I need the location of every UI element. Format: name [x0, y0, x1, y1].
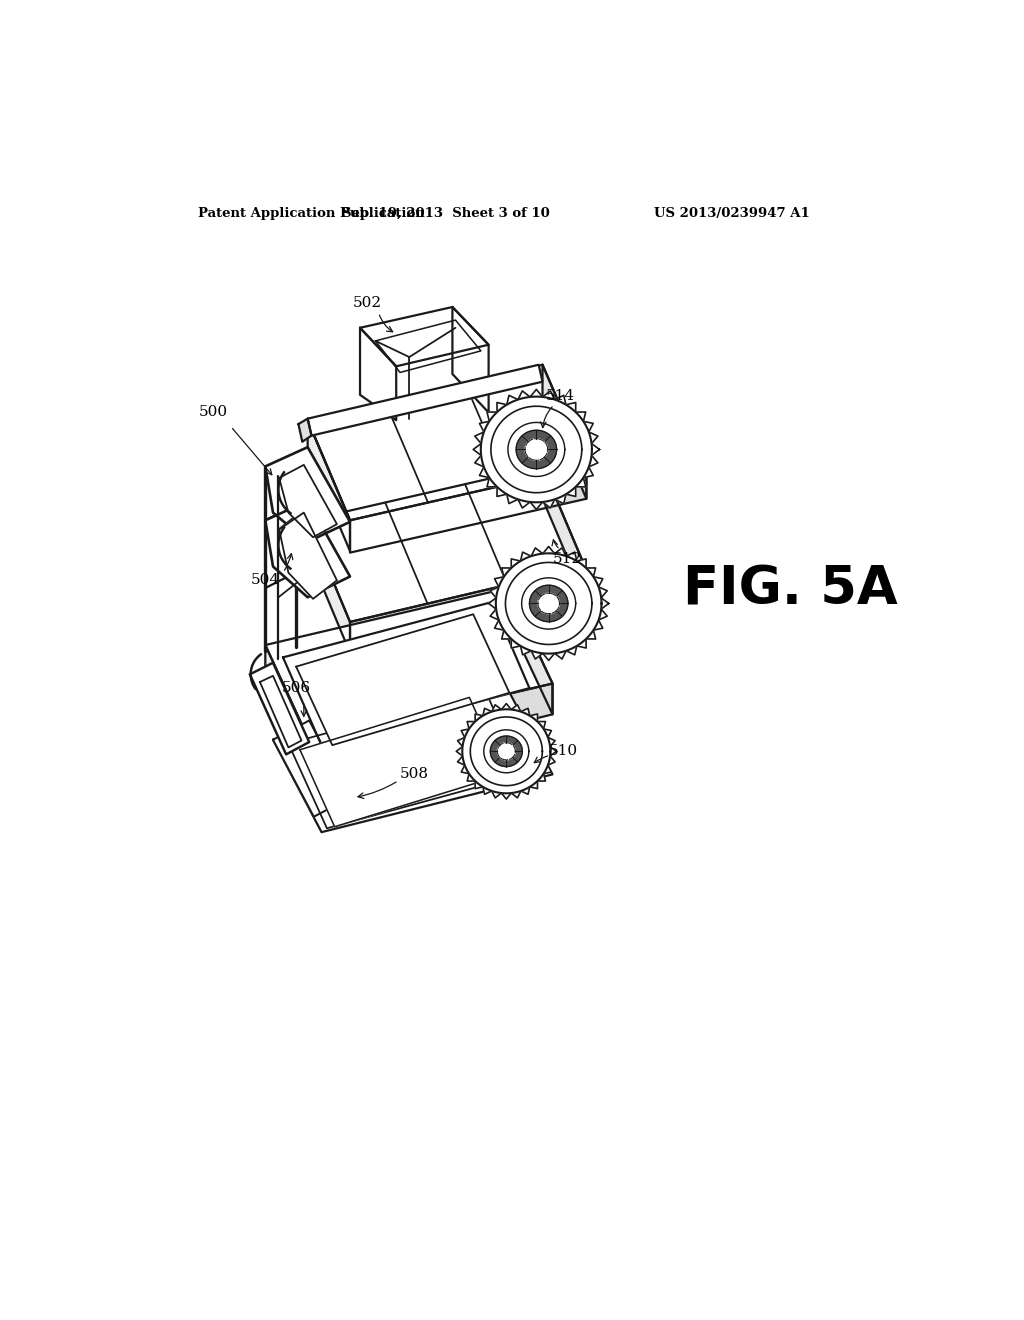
Polygon shape	[298, 418, 311, 442]
Polygon shape	[280, 465, 337, 537]
Polygon shape	[350, 566, 585, 655]
Polygon shape	[538, 593, 559, 614]
Polygon shape	[307, 420, 350, 552]
Polygon shape	[296, 614, 509, 744]
Polygon shape	[543, 466, 585, 599]
Text: Sep. 19, 2013  Sheet 3 of 10: Sep. 19, 2013 Sheet 3 of 10	[342, 207, 550, 220]
Text: 514: 514	[546, 388, 574, 403]
Polygon shape	[265, 645, 309, 775]
Polygon shape	[273, 721, 350, 817]
Text: 512: 512	[553, 552, 582, 566]
Polygon shape	[250, 663, 309, 755]
Polygon shape	[525, 438, 548, 461]
Polygon shape	[350, 466, 587, 553]
Polygon shape	[516, 430, 557, 469]
Polygon shape	[508, 589, 553, 714]
Polygon shape	[521, 578, 575, 630]
Polygon shape	[360, 327, 396, 420]
Text: 502: 502	[353, 296, 382, 310]
Polygon shape	[529, 585, 568, 622]
Polygon shape	[462, 709, 550, 793]
Polygon shape	[307, 466, 585, 622]
Text: 508: 508	[399, 767, 428, 781]
Polygon shape	[490, 737, 522, 767]
Text: US 2013/0239947 A1: US 2013/0239947 A1	[654, 207, 810, 220]
Polygon shape	[307, 520, 350, 653]
Text: FIG. 5A: FIG. 5A	[683, 564, 898, 615]
Polygon shape	[721, 704, 821, 799]
Polygon shape	[453, 308, 488, 412]
Polygon shape	[265, 502, 350, 598]
Polygon shape	[473, 389, 599, 510]
Polygon shape	[265, 589, 553, 741]
Polygon shape	[280, 512, 337, 599]
Polygon shape	[543, 364, 587, 499]
Polygon shape	[496, 553, 601, 653]
Text: 506: 506	[282, 681, 310, 696]
Text: Patent Application Publication: Patent Application Publication	[199, 207, 425, 220]
Polygon shape	[289, 689, 523, 829]
Polygon shape	[309, 684, 553, 775]
Polygon shape	[360, 308, 488, 367]
Polygon shape	[260, 676, 301, 747]
Polygon shape	[300, 697, 504, 826]
Text: 510: 510	[549, 744, 578, 758]
Polygon shape	[457, 704, 556, 799]
Polygon shape	[490, 407, 582, 492]
Polygon shape	[273, 682, 553, 832]
Polygon shape	[307, 364, 587, 520]
Polygon shape	[508, 422, 565, 477]
Polygon shape	[488, 546, 608, 660]
Polygon shape	[283, 602, 529, 743]
Text: 504: 504	[251, 573, 280, 587]
Polygon shape	[307, 364, 543, 436]
Text: 500: 500	[199, 405, 227, 420]
Polygon shape	[265, 447, 350, 543]
Polygon shape	[678, 389, 804, 510]
Polygon shape	[470, 717, 543, 785]
Polygon shape	[483, 730, 528, 772]
Polygon shape	[669, 546, 788, 660]
Polygon shape	[481, 396, 592, 503]
Polygon shape	[498, 743, 515, 760]
Polygon shape	[506, 562, 592, 644]
